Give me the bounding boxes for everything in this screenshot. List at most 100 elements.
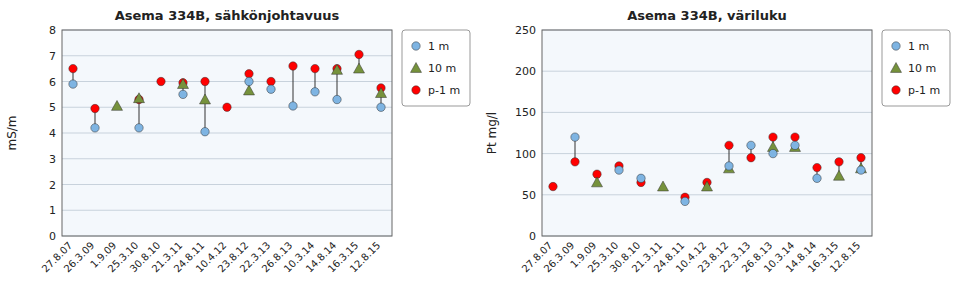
data-point (747, 154, 755, 162)
data-point (681, 197, 689, 205)
data-point (157, 77, 165, 85)
data-point (747, 141, 755, 149)
legend-marker (892, 86, 900, 94)
data-point (835, 158, 843, 166)
chart-panel: 01234567827.8.0726.3.091.9.0925.3.1030.8… (5, 8, 470, 274)
data-point (134, 93, 145, 103)
x-tick-label: 26.3.09 (542, 240, 577, 275)
chart-title: Asema 334B, sähkönjohtavuus (115, 8, 340, 23)
x-tick-label: 12.8.15 (348, 240, 383, 275)
range-connector (293, 66, 294, 106)
x-tick-label: 12.8.15 (828, 240, 863, 275)
data-point (245, 70, 253, 78)
y-tick-label: 2 (49, 179, 56, 192)
legend-box (402, 30, 470, 106)
data-point (178, 79, 189, 89)
data-point (245, 77, 253, 85)
data-point (311, 64, 319, 72)
data-point (377, 103, 385, 111)
data-point (658, 181, 669, 191)
grid-line (62, 133, 392, 134)
data-point (769, 133, 777, 141)
y-tick-label: 4 (49, 127, 56, 140)
chart-panel: 05010015020025027.8.0726.3.091.9.0925.3.… (485, 8, 950, 274)
data-point (813, 163, 821, 171)
plot-background (62, 30, 392, 236)
marks (549, 133, 867, 206)
y-tick-label: 6 (49, 76, 56, 89)
plot-frame (542, 30, 872, 236)
data-point (69, 64, 77, 72)
data-point (289, 62, 297, 70)
plot-frame (62, 30, 392, 236)
data-point (571, 133, 579, 141)
data-point (223, 103, 231, 111)
data-point (769, 149, 777, 157)
y-tick-label: 150 (515, 106, 536, 119)
data-point (69, 80, 77, 88)
data-point (857, 166, 865, 174)
legend-label: 1 m (428, 40, 449, 53)
legend-label: 10 m (908, 62, 936, 75)
y-axis-label: Pt mg/l (485, 112, 499, 154)
y-tick-label: 5 (49, 101, 56, 114)
data-point (267, 77, 275, 85)
data-point (725, 141, 733, 149)
data-point (725, 162, 733, 170)
data-point (200, 94, 211, 104)
y-axis-label: mS/m (5, 115, 19, 150)
grid-line (542, 71, 872, 72)
range-connector (205, 82, 206, 132)
data-point (289, 102, 297, 110)
legend-marker (411, 63, 422, 73)
legend-label: p-1 m (428, 84, 460, 97)
data-point (791, 133, 799, 141)
data-point (702, 181, 713, 191)
y-tick-label: 1 (49, 204, 56, 217)
data-point (354, 63, 365, 73)
legend-box (882, 30, 950, 106)
data-point (791, 141, 799, 149)
grid-line (62, 81, 392, 82)
chart-figure: 01234567827.8.0726.3.091.9.0925.3.1030.8… (0, 0, 960, 303)
data-point (790, 142, 801, 152)
grid-line (542, 153, 872, 154)
data-point (857, 154, 865, 162)
plot-background (542, 30, 872, 236)
data-point (333, 95, 341, 103)
legend-marker (892, 42, 900, 50)
data-point (112, 100, 123, 110)
marks (69, 50, 387, 136)
legend-label: 10 m (428, 62, 456, 75)
legend: 1 m 10 m p-1 m (402, 30, 470, 106)
y-tick-label: 250 (515, 24, 536, 37)
data-point (267, 85, 275, 93)
legend-marker (412, 42, 420, 50)
data-point (91, 104, 99, 112)
chart-title: Asema 334B, väriluku (627, 8, 787, 23)
legend-marker (891, 63, 902, 73)
data-point (813, 174, 821, 182)
y-tick-label: 100 (515, 148, 536, 161)
y-tick-label: 3 (49, 153, 56, 166)
y-tick-label: 7 (49, 50, 56, 63)
y-tick-label: 0 (529, 230, 536, 243)
legend: 1 m 10 m p-1 m (882, 30, 950, 106)
page: {"chart_data": [ {"type": "scatter", "ti… (0, 0, 960, 303)
data-point (615, 166, 623, 174)
x-tick-label: 26.3.09 (62, 240, 97, 275)
legend-marker (412, 86, 420, 94)
legend-label: 1 m (908, 40, 929, 53)
legend-label: p-1 m (908, 84, 940, 97)
data-point (834, 170, 845, 180)
y-tick-label: 200 (515, 65, 536, 78)
data-point (135, 124, 143, 132)
data-point (637, 174, 645, 182)
data-point (571, 158, 579, 166)
data-point (549, 182, 557, 190)
grid-line (542, 194, 872, 195)
data-point (592, 177, 603, 187)
y-tick-label: 8 (49, 24, 56, 37)
data-point (201, 128, 209, 136)
data-point (244, 85, 255, 95)
